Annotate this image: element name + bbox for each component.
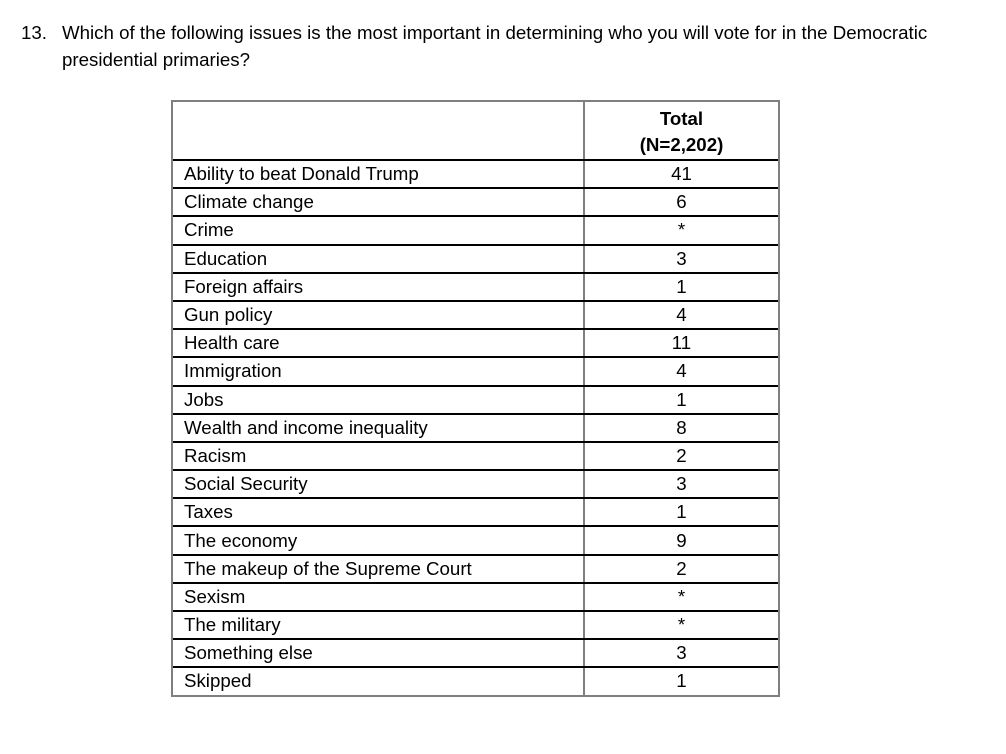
table-row: Something else 3 <box>173 638 778 667</box>
table-row: Social Security 3 <box>173 469 778 498</box>
row-label: Racism <box>184 444 247 466</box>
column-header-total-line2: (N=2,202) <box>639 134 724 155</box>
table-row: Jobs 1 <box>173 384 778 413</box>
row-label: Health care <box>184 332 280 354</box>
row-label: Wealth and income inequality <box>184 416 428 438</box>
row-value: 41 <box>583 161 778 188</box>
table-row: Skipped 1 <box>173 666 778 695</box>
row-label: Jobs <box>184 388 224 410</box>
row-value: 1 <box>583 668 778 695</box>
row-label: Social Security <box>184 473 308 495</box>
row-value: 4 <box>583 301 778 329</box>
table-header-row: Total (N=2,202) <box>173 102 778 159</box>
table-body: Ability to beat Donald Trump 41 Climate … <box>173 159 778 695</box>
table-row: Wealth and income inequality 8 <box>173 412 778 441</box>
table-row: Gun policy 4 <box>173 299 778 329</box>
row-label: The economy <box>184 529 298 551</box>
row-value: 11 <box>583 330 778 357</box>
row-value: 4 <box>583 358 778 385</box>
table-row: Racism 2 <box>173 440 778 470</box>
table-row: Foreign affairs 1 <box>173 271 778 300</box>
row-value: 3 <box>583 640 778 667</box>
row-label: The makeup of the Supreme Court <box>184 557 472 579</box>
question-block: 13. Which of the following issues is the… <box>21 19 977 73</box>
row-value: * <box>583 612 778 639</box>
row-value: * <box>583 583 778 610</box>
row-value: 1 <box>583 273 778 300</box>
table-row: The military * <box>173 610 778 639</box>
row-label: Skipped <box>184 670 252 692</box>
row-label: Climate change <box>184 191 314 213</box>
column-header-total-line1: Total <box>659 108 704 129</box>
row-label: Education <box>184 247 268 269</box>
row-value: 2 <box>583 442 778 470</box>
table-row: Health care 11 <box>173 328 778 357</box>
row-value: * <box>583 217 778 244</box>
question-number: 13. <box>21 22 47 43</box>
table-row: Crime * <box>173 215 778 244</box>
row-label: Foreign affairs <box>184 275 304 297</box>
row-label: Taxes <box>184 501 233 523</box>
table-row: Education 3 <box>173 243 778 272</box>
row-value: 1 <box>583 386 778 413</box>
row-label: Crime <box>184 219 234 241</box>
row-label: Something else <box>184 642 313 664</box>
row-label: The military <box>184 614 281 636</box>
row-value: 3 <box>583 245 778 272</box>
row-label: Gun policy <box>184 304 273 326</box>
row-value: 8 <box>583 414 778 441</box>
question-text: Which of the following issues is the mos… <box>62 22 928 70</box>
table-row: Immigration 4 <box>173 356 778 385</box>
row-value: 2 <box>583 555 778 582</box>
table-row: Taxes 1 <box>173 497 778 526</box>
table-row: Ability to beat Donald Trump 41 <box>173 159 778 188</box>
row-value: 6 <box>583 189 778 216</box>
table-row: Sexism * <box>173 581 778 610</box>
row-label: Immigration <box>184 360 282 382</box>
table-row: The economy 9 <box>173 525 778 554</box>
column-header-total: Total (N=2,202) <box>583 102 778 159</box>
table-row: Climate change 6 <box>173 187 778 216</box>
row-label: Sexism <box>184 585 246 607</box>
row-value: 9 <box>583 527 778 554</box>
row-value: 3 <box>583 471 778 498</box>
table-row: The makeup of the Supreme Court 2 <box>173 553 778 582</box>
row-label: Ability to beat Donald Trump <box>184 163 419 185</box>
results-table: Total (N=2,202) Ability to beat Donald T… <box>171 100 780 697</box>
row-value: 1 <box>583 499 778 526</box>
